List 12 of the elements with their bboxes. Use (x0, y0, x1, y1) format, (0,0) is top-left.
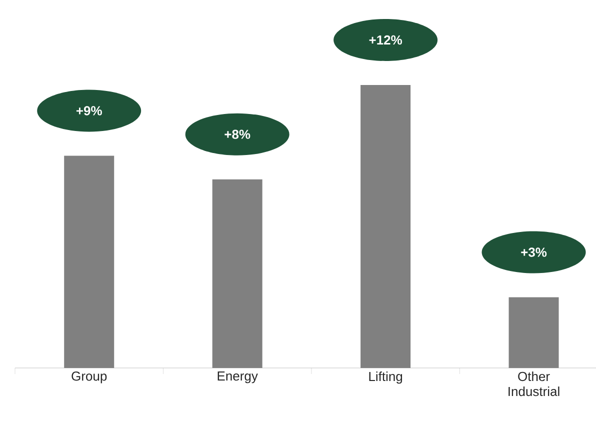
x-tick-label: Other Industrial (508, 372, 560, 396)
bar (64, 156, 114, 368)
data-label: +8% (224, 130, 250, 139)
data-label: +12% (369, 35, 402, 45)
bar (212, 179, 262, 368)
data-label: +3% (521, 248, 547, 257)
x-tick-label: Lifting (369, 372, 402, 384)
bar (508, 297, 559, 368)
bar (360, 84, 411, 368)
x-tick-label: Group (72, 372, 107, 384)
data-label: +9% (76, 106, 102, 116)
x-tick-label: Energy (218, 372, 258, 384)
